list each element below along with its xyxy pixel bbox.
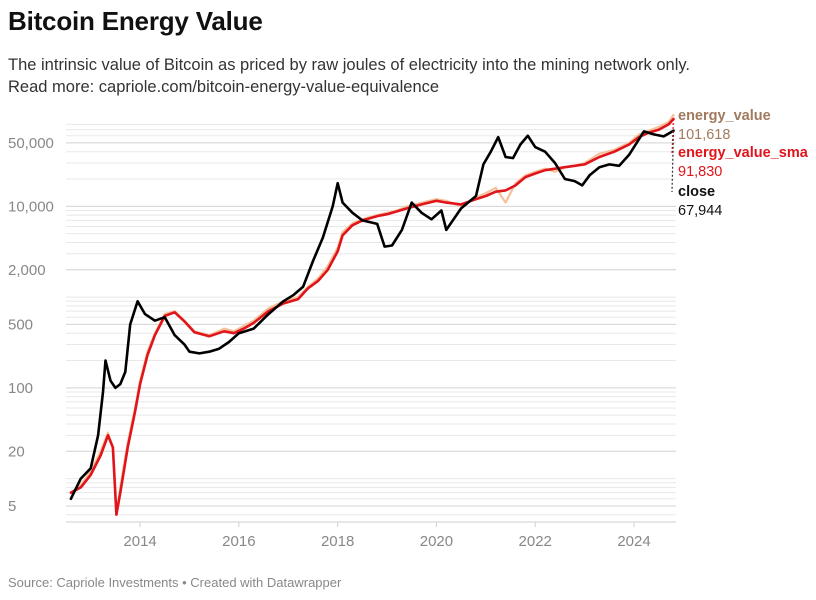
subtitle-line-1: The intrinsic value of Bitcoin as priced… — [8, 56, 691, 74]
y-tick-label: 10,000 — [8, 198, 54, 215]
x-tick-label: 2014 — [123, 533, 156, 550]
end-label-value: 67,944 — [678, 203, 722, 219]
source-note: Source: Capriole Investments • Created w… — [8, 575, 342, 590]
y-tick-label: 500 — [8, 316, 33, 333]
x-tick-label: 2020 — [420, 533, 453, 550]
series-layer — [69, 113, 675, 517]
x-axis-ticks: 2014 2016 2018 2020 2022 2024 — [66, 521, 676, 550]
series-line-close — [69, 129, 675, 501]
y-tick-label: 5 — [8, 498, 16, 515]
series-line-energy-value — [69, 113, 675, 516]
end-label-name: energy_value — [678, 108, 771, 124]
y-tick-label: 100 — [8, 380, 33, 397]
subtitle-line-2: Read more: capriole.com/bitcoin-energy-v… — [8, 78, 440, 96]
x-tick-label: 2016 — [222, 533, 255, 550]
chart-title: Bitcoin Energy Value — [8, 6, 263, 36]
x-tick-label: 2018 — [321, 533, 354, 550]
chart-subtitle: The intrinsic value of Bitcoin as priced… — [8, 54, 808, 98]
end-label-leader — [671, 118, 675, 154]
end-label-value: 91,830 — [678, 164, 722, 180]
y-tick-label: 2,000 — [8, 262, 46, 279]
end-label-name: close — [678, 184, 715, 200]
series-line-energy-value-sma — [69, 117, 675, 517]
y-axis-ticks: 5 20 100 500 2,000 10,000 50,000 — [8, 135, 54, 515]
y-tick-label: 20 — [8, 443, 25, 460]
x-tick-label: 2024 — [617, 533, 650, 550]
x-tick-label: 2022 — [519, 533, 552, 550]
end-label-name: energy_value_sma — [678, 145, 809, 161]
end-labels: energy_value 101,618 energy_value_sma 91,83… — [671, 108, 809, 219]
end-label-leader — [671, 114, 674, 117]
y-tick-label: 50,000 — [8, 135, 54, 152]
end-label-value: 101,618 — [678, 127, 730, 143]
